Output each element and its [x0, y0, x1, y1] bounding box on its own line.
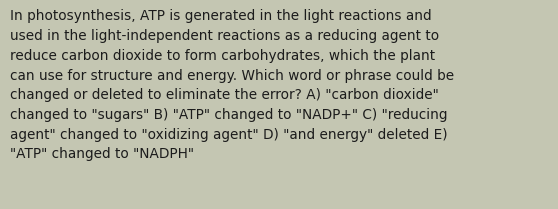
Text: In photosynthesis, ATP is generated in the light reactions and
used in the light: In photosynthesis, ATP is generated in t… [10, 9, 454, 161]
